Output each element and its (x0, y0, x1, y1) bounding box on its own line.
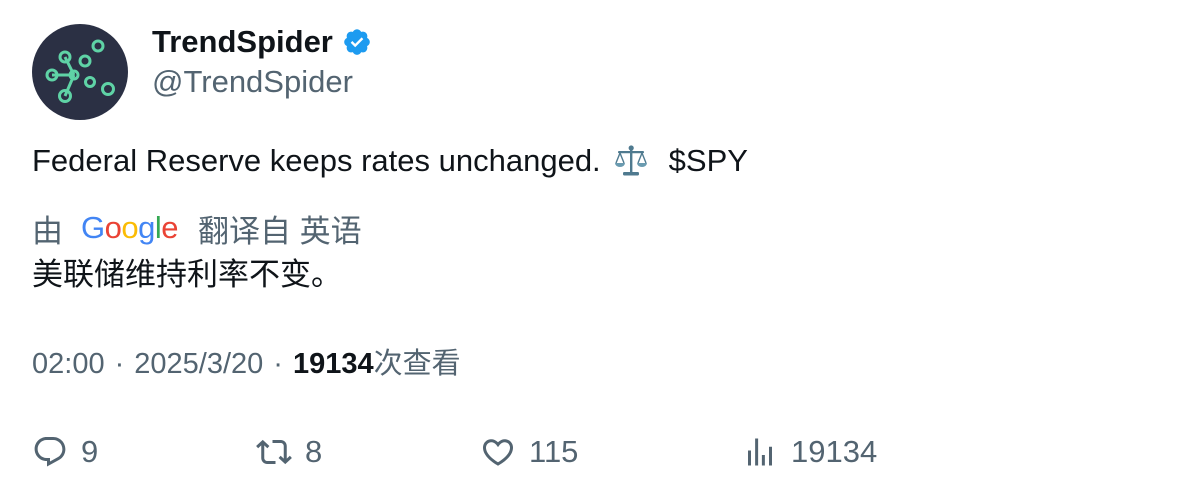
translated-text: 美联储维持利率不变。 (32, 257, 342, 292)
like-button[interactable]: 115 (480, 428, 578, 476)
meta-separator: · (114, 348, 125, 380)
cashtag-link[interactable]: $SPY (668, 143, 748, 178)
action-bar: 9 8 115 19134 (0, 428, 1196, 476)
views-count: 19134 (292, 348, 374, 380)
trendspider-logo-icon (45, 39, 115, 103)
views-button[interactable]: 19134 (742, 428, 877, 476)
verified-badge-icon (342, 27, 372, 57)
heart-icon (480, 434, 516, 470)
views-label: 次查看 (373, 348, 461, 380)
author-handle[interactable]: @TrendSpider (152, 64, 353, 99)
like-count: 115 (529, 434, 579, 469)
tweet-body: Federal Reserve keeps rates unchanged. (32, 143, 601, 178)
tweet-text: Federal Reserve keeps rates unchanged. $… (32, 140, 748, 182)
avatar[interactable] (32, 24, 128, 120)
translation-prefix: 由 (32, 213, 63, 249)
analytics-icon (742, 434, 778, 470)
retweet-count: 8 (305, 434, 323, 469)
tweet-date[interactable]: 2025/3/20 (134, 348, 264, 380)
tweet-time[interactable]: 02:00 (32, 348, 105, 380)
views-count-action: 19134 (791, 434, 878, 469)
reply-icon (32, 434, 68, 470)
tweet-meta: 02:00 · 2025/3/20 · 19134 次查看 (32, 344, 461, 384)
display-name[interactable]: TrendSpider (152, 24, 333, 59)
meta-separator: · (273, 348, 283, 380)
translation-suffix[interactable]: 翻译自 英语 (198, 213, 362, 249)
reply-count: 9 (81, 434, 99, 469)
retweet-button[interactable]: 8 (256, 428, 322, 476)
author-name-row: TrendSpider (152, 22, 372, 62)
reply-button[interactable]: 9 (32, 428, 98, 476)
retweet-icon (256, 434, 292, 470)
balance-scale-icon (613, 143, 649, 179)
